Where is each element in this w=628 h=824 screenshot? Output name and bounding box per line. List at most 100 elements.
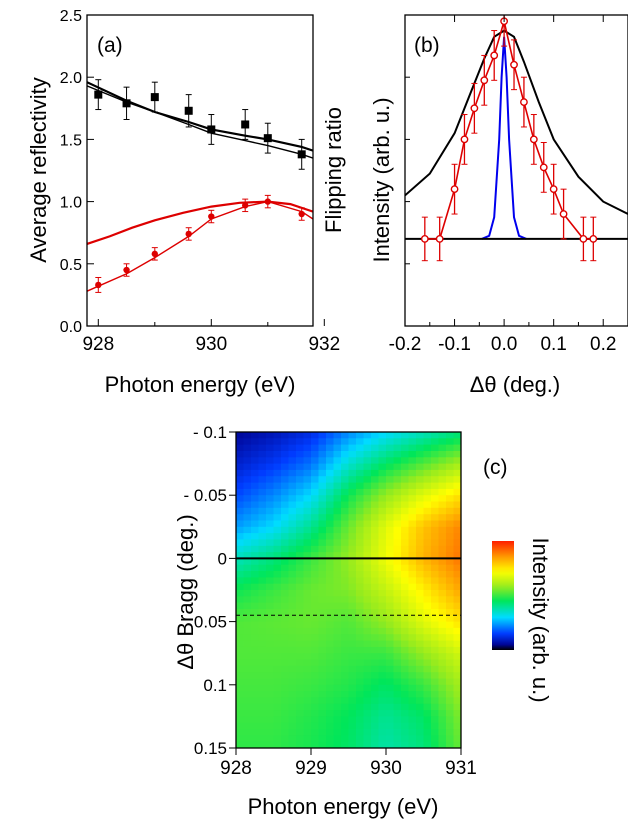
heatmap-cell <box>243 659 252 667</box>
heatmap-cell <box>266 615 275 623</box>
heatmap-cell <box>386 703 395 711</box>
heatmap-cell <box>386 609 395 617</box>
y-axis-label-left: Average reflectivity <box>26 77 51 262</box>
heatmap-cell <box>348 684 357 692</box>
heatmap-cell <box>311 697 320 705</box>
heatmap-cell <box>431 596 440 604</box>
heatmap-cell <box>408 716 417 724</box>
heatmap-cell <box>281 564 290 572</box>
heatmap-cell <box>341 710 350 718</box>
heatmap-cell <box>288 646 297 654</box>
heatmap-cell <box>363 627 372 635</box>
heatmap-cell <box>446 577 455 585</box>
heatmap-cell <box>296 552 305 560</box>
heatmap-cell <box>393 729 402 737</box>
heatmap-cell <box>438 432 447 440</box>
heatmap-cell <box>408 703 417 711</box>
heatmap-cell <box>438 716 447 724</box>
heatmap-cell <box>378 596 387 604</box>
y-tick-label: 0.1 <box>203 676 227 695</box>
heatmap-cell <box>296 432 305 440</box>
heatmap-cell <box>423 495 432 503</box>
heatmap-cell <box>363 533 372 541</box>
heatmap-cell <box>318 710 327 718</box>
heatmap-cell <box>341 552 350 560</box>
heatmap-cell <box>326 621 335 629</box>
heatmap-cell <box>431 432 440 440</box>
heatmap-cell <box>243 558 252 566</box>
heatmap-cell <box>288 659 297 667</box>
heatmap-cell <box>371 444 380 452</box>
heatmap-cell <box>311 488 320 496</box>
heatmap-cell <box>266 665 275 673</box>
heatmap-cell <box>453 741 461 748</box>
heatmap-cell <box>393 457 402 465</box>
heatmap-cell <box>236 438 245 446</box>
heatmap-cell <box>408 488 417 496</box>
heatmap-cell <box>281 722 290 730</box>
heatmap-cell <box>393 501 402 509</box>
heatmap-cell <box>303 596 312 604</box>
heatmap-cell <box>393 526 402 534</box>
heatmap-cell <box>446 596 455 604</box>
heatmap-cell <box>408 533 417 541</box>
heatmap-cell <box>438 438 447 446</box>
heatmap-cell <box>258 552 267 560</box>
heatmap-cell <box>288 444 297 452</box>
heatmap-cell <box>401 482 410 490</box>
heatmap-cell <box>281 438 290 446</box>
heatmap-cell <box>453 514 461 522</box>
heatmap-cell <box>258 609 267 617</box>
heatmap-cell <box>273 665 282 673</box>
heatmap-cell <box>401 444 410 452</box>
heatmap-cell <box>416 482 425 490</box>
heatmap-cell <box>348 539 357 547</box>
heatmap-cell <box>408 678 417 686</box>
heatmap-cell <box>363 615 372 623</box>
heatmap-cell <box>258 495 267 503</box>
heatmap-cell <box>273 583 282 591</box>
heatmap-cell <box>311 710 320 718</box>
heatmap-cell <box>378 507 387 515</box>
heatmap-cell <box>453 558 461 566</box>
heatmap-cell <box>408 558 417 566</box>
heatmap-cell <box>431 729 440 737</box>
heatmap-cell <box>266 520 275 528</box>
heatmap-cell <box>288 703 297 711</box>
heatmap-cell <box>303 476 312 484</box>
heatmap-cell <box>363 684 372 692</box>
heatmap-cell <box>348 716 357 724</box>
heatmap-cell <box>348 507 357 515</box>
heatmap-cell <box>318 703 327 711</box>
heatmap-cell <box>281 684 290 692</box>
heatmap-cell <box>446 735 455 743</box>
heatmap-cell <box>251 627 260 635</box>
heatmap-cell <box>236 558 245 566</box>
heatmap-cell <box>243 697 252 705</box>
heatmap-cell <box>326 501 335 509</box>
heatmap-cell <box>401 577 410 585</box>
heatmap-cell <box>251 710 260 718</box>
heatmap-cell <box>311 564 320 572</box>
heatmap-cell <box>431 665 440 673</box>
heatmap-cell <box>363 444 372 452</box>
heatmap-cell <box>408 665 417 673</box>
heatmap-cell <box>333 539 342 547</box>
heatmap-cell <box>258 451 267 459</box>
heatmap-cell <box>446 621 455 629</box>
heatmap-cell <box>341 558 350 566</box>
fit-line <box>87 200 313 292</box>
heatmap-cell <box>446 665 455 673</box>
data-point <box>123 266 130 274</box>
heatmap-cell <box>326 634 335 642</box>
heatmap-cell <box>393 469 402 477</box>
heatmap-cell <box>251 741 260 748</box>
heatmap-cell <box>423 678 432 686</box>
heatmap-cell <box>296 678 305 686</box>
heatmap-cell <box>371 482 380 490</box>
heatmap-cell <box>438 615 447 623</box>
heatmap-cell <box>251 716 260 724</box>
heatmap-cell <box>348 678 357 686</box>
heatmap-cell <box>281 741 290 748</box>
heatmap-cell <box>333 438 342 446</box>
